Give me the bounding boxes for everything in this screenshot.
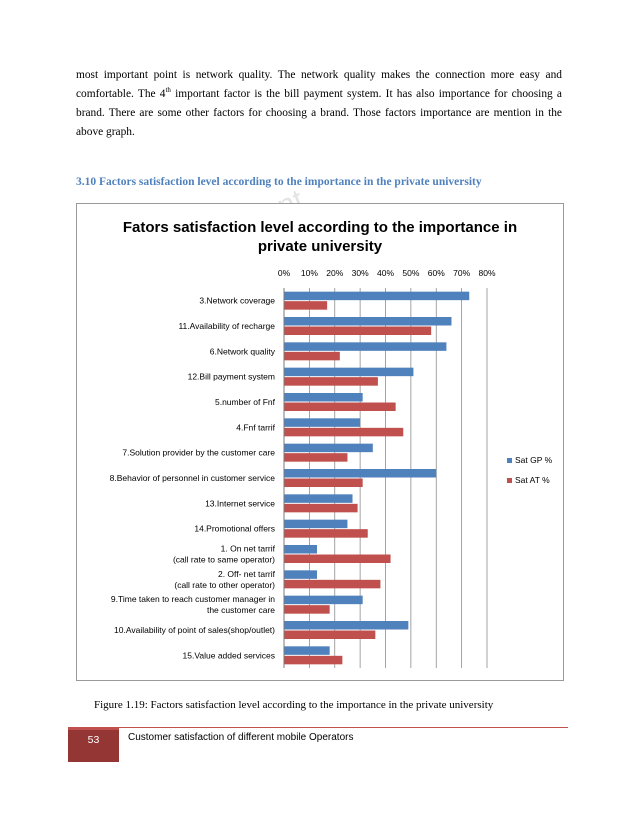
bar-sat-gp: [284, 545, 317, 554]
chart-title-line-2: private university: [258, 238, 383, 255]
bar-sat-gp: [284, 418, 361, 427]
category-label: 11.Availability of recharge: [178, 321, 275, 331]
bar-sat-gp: [284, 469, 437, 478]
bar-sat-at: [284, 529, 368, 538]
x-tick-label: 80%: [478, 268, 495, 278]
category-label: 13.Internet service: [205, 498, 275, 508]
bar-sat-gp: [284, 367, 414, 377]
bar-sat-at: [284, 554, 391, 563]
bar-chart: Fators satisfaction level according to t…: [110, 219, 553, 668]
category-label: 10.Availability of point of sales(shop/o…: [114, 625, 275, 635]
bar-sat-gp: [284, 342, 447, 351]
category-label: the customer care: [207, 605, 275, 615]
paragraph-part-2: important factor is the bill payment sys…: [76, 88, 562, 138]
category-label: 4.Fnf tarrif: [236, 422, 275, 432]
legend-swatch: [507, 458, 512, 463]
category-label: 9.Time taken to reach customer manager i…: [111, 594, 275, 604]
bar-sat-gp: [284, 519, 348, 529]
legend-swatch: [507, 478, 512, 483]
bar-sat-at: [284, 377, 378, 386]
bar-sat-at: [284, 351, 340, 361]
category-label: 15.Value added services: [183, 650, 275, 660]
figure-caption: Figure 1.19: Factors satisfaction level …: [94, 699, 494, 711]
section-heading: 3.10 Factors satisfaction level accordin…: [76, 176, 482, 188]
category-label: 14.Promotional offers: [194, 524, 275, 534]
chart-title-line-1: Fators satisfaction level according to t…: [123, 219, 517, 236]
legend-label: Sat AT %: [515, 475, 550, 485]
paragraph-superscript: th: [165, 86, 171, 95]
page-number: 53: [87, 734, 100, 746]
paragraph-part-1: most important point is network quality.…: [76, 69, 562, 100]
bar-sat-at: [284, 579, 381, 589]
chart-frame: Fators satisfaction level according to t…: [76, 203, 564, 681]
bar-sat-at: [284, 655, 343, 665]
bar-sat-at: [284, 630, 376, 639]
bar-sat-gp: [284, 646, 330, 655]
bar-sat-gp: [284, 393, 363, 402]
category-label: 6.Network quality: [210, 346, 276, 356]
x-tick-label: 60%: [428, 268, 445, 278]
category-label: 3.Network coverage: [199, 296, 275, 306]
footer-divider: [68, 727, 568, 728]
category-label: 2. Off- net tarrif: [218, 569, 276, 579]
bar-sat-gp: [284, 494, 353, 503]
x-tick-label: 30%: [352, 268, 369, 278]
bar-sat-at: [284, 326, 432, 335]
x-tick-label: 20%: [326, 268, 343, 278]
category-label: (call rate to same operator): [173, 555, 275, 565]
category-label: 8.Behavior of personnel in customer serv…: [110, 473, 276, 483]
bar-sat-at: [284, 453, 348, 462]
category-label: 12.Bill payment system: [188, 372, 275, 382]
bar-sat-gp: [284, 317, 452, 326]
category-label: 7.Solution provider by the customer care: [122, 448, 275, 458]
body-paragraph: most important point is network quality.…: [76, 66, 562, 142]
footer-page-box: 53: [68, 728, 119, 762]
category-label: 1. On net tarrif: [221, 544, 276, 554]
bar-sat-at: [284, 478, 363, 487]
bar-sat-gp: [284, 291, 470, 301]
bar-sat-at: [284, 402, 396, 411]
x-tick-label: 70%: [453, 268, 470, 278]
bar-sat-at: [284, 301, 328, 310]
x-tick-label: 0%: [278, 268, 291, 278]
bar-sat-gp: [284, 443, 373, 453]
x-tick-label: 50%: [402, 268, 419, 278]
bar-sat-gp: [284, 595, 363, 605]
bar-sat-at: [284, 503, 358, 513]
category-label: 5.number of Fnf: [215, 397, 276, 407]
bar-sat-at: [284, 605, 330, 614]
bar-sat-gp: [284, 570, 317, 579]
bar-sat-at: [284, 427, 404, 437]
bar-sat-gp: [284, 621, 409, 630]
category-label: (call rate to other operator): [174, 580, 275, 590]
x-tick-label: 10%: [301, 268, 318, 278]
legend-label: Sat GP %: [515, 455, 553, 465]
footer-title: Customer satisfaction of different mobil…: [128, 732, 354, 743]
x-tick-label: 40%: [377, 268, 394, 278]
